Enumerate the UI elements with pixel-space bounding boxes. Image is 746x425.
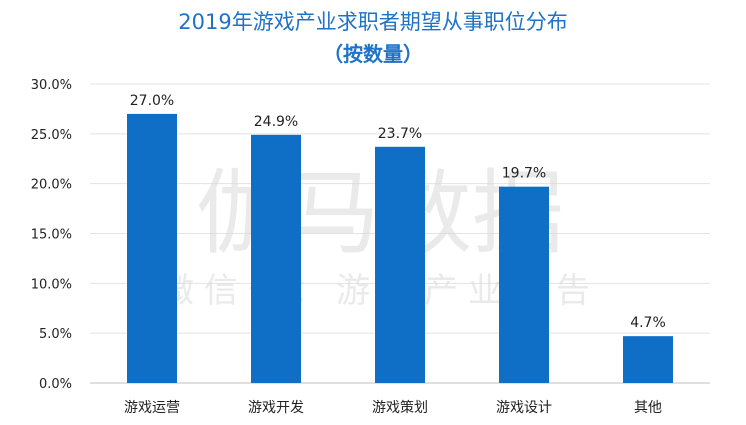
bar — [127, 113, 177, 384]
bar — [623, 336, 673, 383]
y-tick-label: 5.0% — [39, 327, 72, 342]
x-tick-label: 游戏策划 — [372, 399, 428, 416]
data-label: 19.7% — [502, 166, 546, 182]
data-label: 23.7% — [378, 126, 422, 142]
y-tick-label: 0.0% — [39, 377, 72, 392]
bars — [127, 113, 673, 384]
x-tick-label: 游戏设计 — [496, 400, 552, 416]
x-tick-label: 游戏开发 — [248, 400, 304, 416]
chart-title: 2019年游戏产业求职者期望从事职位分布 — [178, 10, 568, 34]
y-tick-label: 15.0% — [31, 228, 72, 243]
y-tick-label: 30.0% — [31, 78, 72, 93]
chart-subtitle: （按数量） — [323, 42, 423, 66]
bar — [375, 146, 425, 383]
x-tick-label: 其他 — [634, 400, 662, 416]
bar — [499, 186, 549, 383]
data-labels: 27.0% 24.9% 23.7% 19.7% 4.7% — [130, 93, 666, 331]
data-label: 4.7% — [630, 315, 666, 331]
y-tick-label: 20.0% — [31, 178, 72, 193]
y-tick-label: 10.0% — [31, 277, 72, 292]
data-label: 27.0% — [130, 93, 174, 109]
x-axis-ticks: 游戏运营 游戏开发 游戏策划 游戏设计 其他 — [124, 399, 662, 416]
bar — [251, 134, 301, 383]
data-label: 24.9% — [254, 114, 298, 130]
y-tick-label: 25.0% — [31, 128, 72, 143]
y-axis-ticks: 0.0% 5.0% 10.0% 15.0% 20.0% 25.0% 30.0% — [31, 78, 72, 392]
x-tick-label: 游戏运营 — [124, 400, 180, 416]
